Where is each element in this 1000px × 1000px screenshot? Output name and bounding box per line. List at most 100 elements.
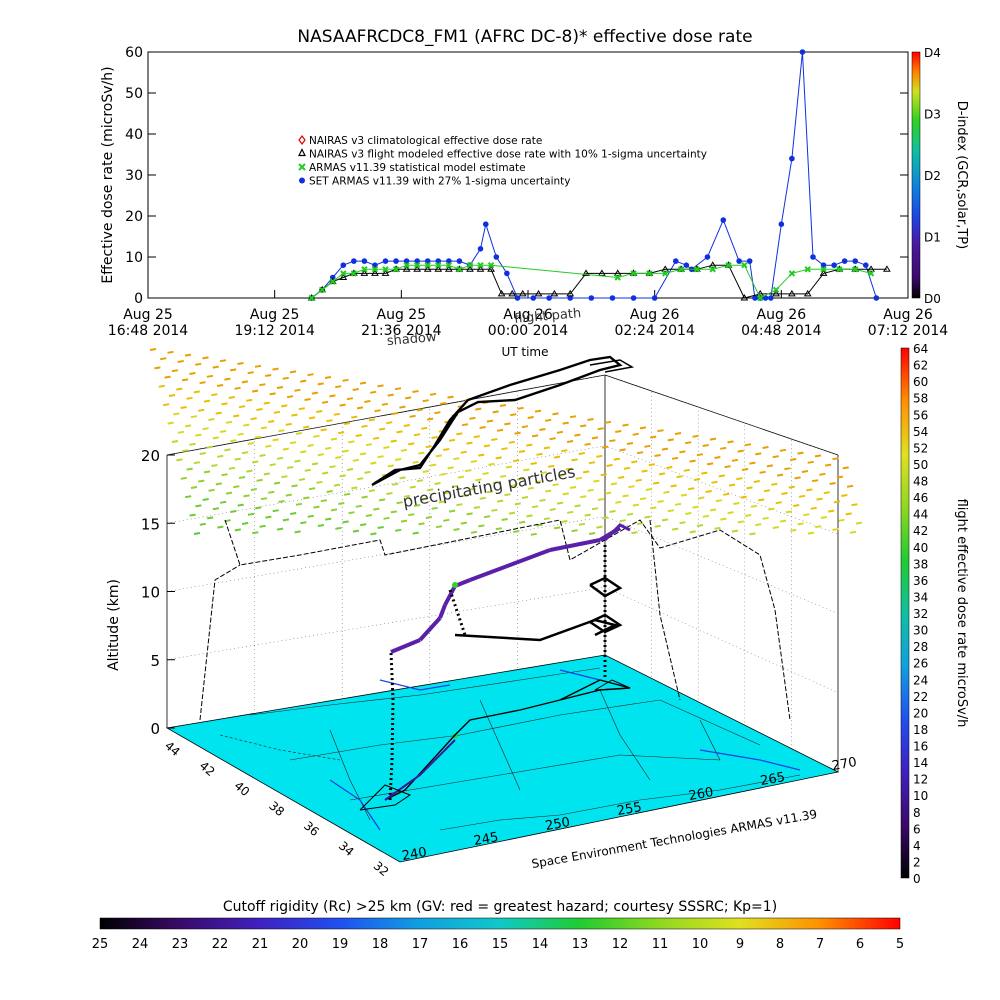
particle-dash — [628, 485, 635, 489]
particle-dash — [224, 448, 231, 452]
particle-dash — [588, 461, 596, 465]
particle-dash — [702, 514, 709, 518]
particle-dash — [246, 398, 253, 402]
particle-dash — [741, 468, 749, 471]
particle-dash — [521, 496, 529, 499]
cutoff-rigidity-tick-label: 14 — [532, 937, 549, 952]
top-data-point — [852, 266, 859, 273]
particle-dash — [394, 458, 402, 461]
particle-dash — [329, 465, 336, 469]
dose-rate-tick-label: 22 — [913, 690, 928, 704]
top-data-point — [767, 295, 774, 301]
particle-dash — [427, 488, 434, 492]
top-data-point — [546, 295, 552, 301]
particle-dash — [497, 499, 504, 503]
top-data-point — [371, 266, 379, 273]
cutoff-rigidity-tick-label: 22 — [212, 937, 229, 952]
particle-dash — [562, 421, 569, 425]
dose-rate-tick-label: 14 — [913, 756, 928, 770]
top-data-point — [646, 270, 653, 277]
precipitating-particles-layer — [149, 348, 863, 536]
particle-dash — [518, 450, 526, 453]
particle-dash — [718, 474, 725, 478]
particle-dash — [413, 433, 421, 437]
particle-dash — [316, 480, 323, 484]
top-x-tick-label-time: 04:48 2014 — [741, 323, 822, 339]
grid-line — [166, 516, 839, 614]
particle-dash — [368, 418, 375, 422]
particle-dash — [613, 457, 620, 461]
top-data-point — [831, 262, 837, 269]
top-x-tick-label-date: Aug 26 — [757, 307, 807, 323]
particle-dash — [335, 456, 342, 459]
flight-path-segment — [390, 699, 395, 761]
particle-dash — [247, 512, 255, 516]
particle-dash — [807, 460, 814, 464]
top-data-point — [613, 269, 622, 276]
top-data-point — [772, 286, 780, 294]
particle-dash — [518, 520, 526, 524]
top-data-point — [566, 289, 575, 297]
particle-dash — [322, 471, 329, 475]
particle-dash — [473, 435, 480, 439]
particle-dash — [198, 479, 205, 483]
particle-dash — [273, 410, 281, 414]
particle-dash — [811, 479, 819, 483]
particle-dash — [193, 532, 201, 535]
particle-dash — [720, 446, 727, 450]
d-index-ticks: D4 D3 D2 D1 D0 — [924, 46, 941, 306]
particle-dash — [631, 460, 638, 464]
latitude-tick-label: 36 — [301, 819, 322, 840]
particle-dash — [737, 520, 744, 524]
particle-dash — [667, 438, 674, 442]
longitude-tick-label: 240 — [401, 845, 428, 864]
particle-dash — [230, 510, 237, 513]
particle-dash — [320, 499, 327, 503]
particle-dash — [429, 392, 437, 396]
particle-dash — [256, 408, 263, 411]
top-data-point — [789, 155, 795, 162]
particle-dash — [797, 451, 804, 455]
particle-dash — [715, 499, 723, 503]
particle-dash — [632, 432, 639, 436]
particle-dash — [390, 439, 397, 443]
particle-dash — [316, 410, 323, 413]
particle-dash — [394, 387, 402, 391]
top-x-tick-label-date: Aug 25 — [123, 307, 173, 323]
legend-marker — [298, 135, 306, 145]
particle-dash — [278, 429, 285, 433]
particle-dash — [488, 462, 495, 466]
top-data-point — [477, 261, 484, 269]
particle-dash — [492, 410, 499, 414]
dose-rate-tick-label: 54 — [913, 425, 928, 439]
particle-dash — [359, 452, 367, 456]
particle-dash — [539, 498, 546, 502]
dose-rate-tick-label: 28 — [913, 640, 928, 654]
particle-dash — [575, 476, 583, 480]
particle-dash — [674, 502, 682, 506]
particle-dash — [212, 365, 219, 369]
cutoff-rigidity-tick-label: 21 — [252, 937, 269, 952]
particle-dash — [750, 504, 758, 508]
particle-dash — [456, 503, 463, 507]
particle-dash — [674, 432, 682, 435]
particle-dash — [838, 518, 845, 522]
particle-dash — [289, 441, 297, 445]
particle-dash — [740, 495, 747, 499]
top-data-point — [466, 261, 474, 269]
particle-dash — [311, 462, 319, 466]
particle-dash — [803, 513, 810, 517]
particle-dash — [263, 401, 270, 405]
dose-rate-tick-label: 36 — [913, 574, 928, 588]
particle-dash — [195, 362, 202, 366]
particle-dash — [583, 470, 590, 474]
particle-dash — [574, 504, 581, 508]
particle-dash — [483, 444, 491, 448]
particle-dash — [543, 517, 551, 521]
latitude-axis: 44 42 40 38 36 34 32 — [162, 739, 391, 880]
particle-dash — [618, 476, 625, 479]
particle-dash — [749, 461, 756, 465]
particle-dash — [496, 428, 504, 432]
particle-dash — [329, 394, 336, 398]
top-data-point — [736, 258, 742, 264]
